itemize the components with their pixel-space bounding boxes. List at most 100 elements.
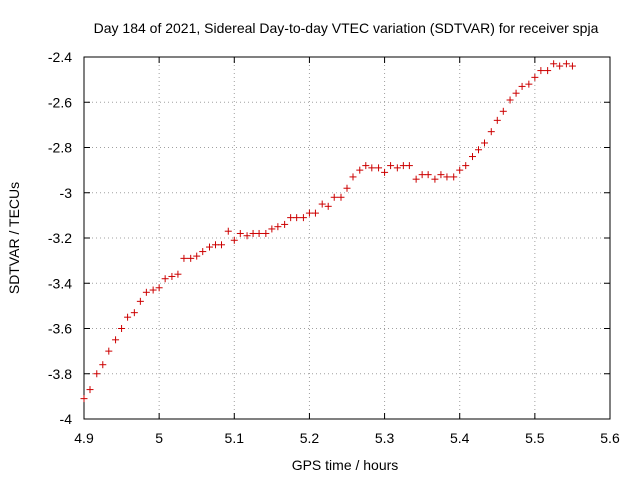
data-point	[305, 209, 313, 217]
data-point	[212, 241, 219, 249]
data-point	[293, 214, 301, 222]
data-point	[124, 313, 132, 321]
data-point	[387, 162, 395, 170]
data-point	[99, 361, 107, 369]
data-point	[481, 139, 489, 147]
data-point	[287, 214, 295, 222]
data-point	[381, 168, 389, 176]
data-point	[568, 62, 576, 70]
data-point	[130, 309, 138, 317]
y-tick-label: -3.4	[48, 275, 72, 291]
data-point	[475, 146, 482, 154]
data-point	[368, 164, 376, 172]
data-point	[562, 60, 570, 68]
data-point	[311, 209, 319, 217]
data-point	[437, 171, 445, 179]
data-point	[262, 229, 270, 237]
data-point	[86, 386, 94, 394]
data-point	[531, 73, 539, 81]
data-point	[550, 60, 558, 68]
data-point	[118, 325, 126, 332]
data-point	[230, 236, 238, 244]
data-point	[274, 223, 282, 231]
data-point	[399, 162, 407, 170]
y-tick-label: -3	[60, 185, 73, 201]
data-point	[375, 164, 383, 172]
y-tick-label: -2.4	[48, 49, 72, 65]
data-series-sdtvar	[80, 60, 576, 403]
data-point	[105, 347, 113, 355]
data-point	[149, 286, 157, 294]
data-point	[281, 220, 289, 228]
y-tick-labels: -2.4 -2.6 -2.8 -3 -3.2 -3.4 -3.6 -3.8 -4	[48, 49, 72, 427]
data-point	[468, 153, 476, 161]
data-point	[249, 229, 257, 237]
data-point	[268, 225, 276, 233]
data-point	[224, 227, 232, 235]
data-point	[424, 171, 432, 179]
data-point	[193, 252, 201, 260]
data-point	[142, 288, 150, 296]
data-point	[343, 184, 351, 192]
y-axis-label: SDTVAR / TECUs	[6, 182, 22, 294]
data-point	[205, 243, 213, 251]
data-point	[187, 254, 195, 262]
y-tick-label: -4	[60, 411, 73, 427]
data-point	[556, 62, 564, 70]
x-tick-labels: 4.9 5 5.1 5.2 5.3 5.4 5.5 5.6	[74, 430, 620, 446]
y-tick-label: -2.6	[48, 94, 72, 110]
data-point	[456, 166, 464, 174]
data-point	[174, 270, 182, 278]
data-point	[393, 164, 401, 172]
y-tick-label: -3.8	[48, 366, 72, 382]
data-point	[161, 275, 169, 283]
x-tick-label: 5	[155, 430, 163, 446]
data-point	[236, 229, 244, 237]
data-point	[299, 214, 307, 222]
y-tick-label: -3.6	[48, 321, 72, 337]
data-point	[412, 175, 420, 183]
data-point	[199, 248, 207, 256]
y-tick-label: -3.2	[48, 230, 72, 246]
chart-title: Day 184 of 2021, Sidereal Day-to-day VTE…	[94, 20, 599, 36]
data-point	[518, 82, 526, 90]
x-tick-label: 4.9	[74, 430, 94, 446]
x-axis-label: GPS time / hours	[292, 457, 399, 473]
data-point	[324, 202, 332, 210]
data-point	[544, 67, 552, 75]
data-point	[537, 67, 545, 75]
data-point	[462, 162, 470, 170]
data-point	[93, 370, 101, 378]
data-point	[506, 96, 514, 104]
data-point	[318, 200, 326, 208]
data-point	[431, 175, 439, 183]
x-tick-label: 5.2	[300, 430, 320, 446]
x-tick-label: 5.3	[375, 430, 395, 446]
data-point	[330, 193, 338, 201]
data-point	[255, 229, 263, 237]
x-tick-label: 5.4	[450, 430, 470, 446]
data-point	[487, 128, 495, 136]
data-point	[243, 232, 251, 240]
data-point	[405, 162, 413, 170]
x-tick-label: 5.6	[600, 430, 620, 446]
data-point	[450, 173, 458, 181]
data-point	[136, 297, 144, 305]
data-point	[512, 89, 520, 97]
y-tick-label: -2.8	[48, 140, 72, 156]
data-point	[349, 173, 357, 181]
plot-area-border	[83, 56, 611, 420]
data-point	[218, 241, 226, 249]
data-point	[80, 395, 88, 403]
data-point	[418, 171, 426, 179]
x-tick-label: 5.5	[525, 430, 545, 446]
data-point	[525, 80, 533, 88]
data-point	[168, 272, 176, 280]
data-point	[443, 173, 451, 181]
data-point	[493, 116, 501, 124]
data-point	[499, 107, 507, 115]
data-point	[337, 193, 345, 201]
x-tick-label: 5.1	[225, 430, 245, 446]
